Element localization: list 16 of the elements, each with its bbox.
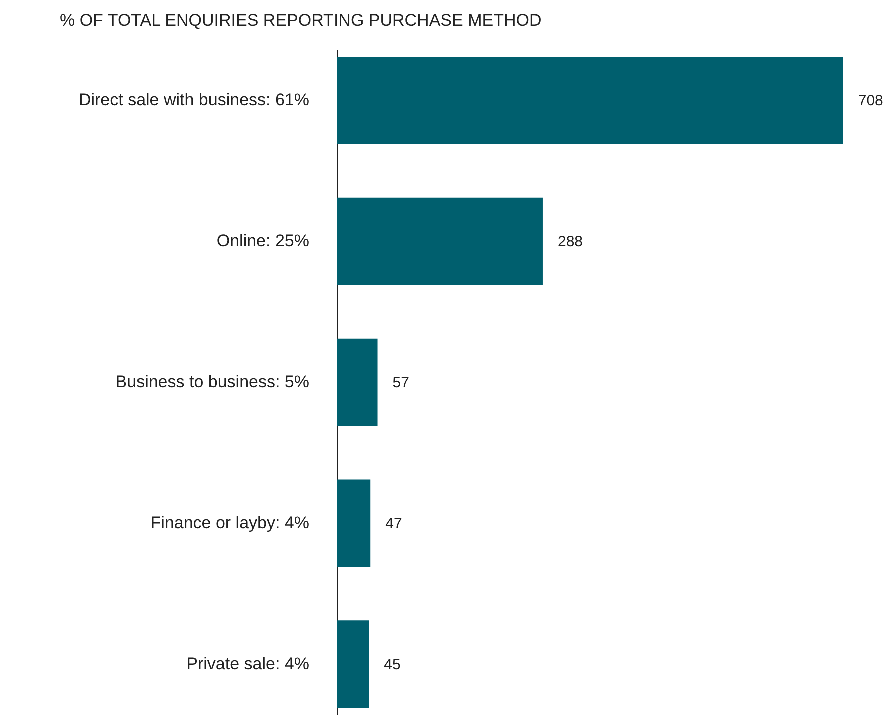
y-tick-label: Direct sale with business: 61%: [78, 90, 310, 110]
bar: [337, 338, 378, 426]
data-label: 708: [858, 92, 884, 110]
data-label: 47: [386, 515, 402, 532]
y-tick-label: Online: 25%: [216, 232, 310, 251]
chart-title: % OF TOTAL ENQUIRIES REPORTING PURCHASE METHOD: [60, 11, 542, 30]
bar: [337, 480, 371, 568]
bar: [337, 57, 844, 144]
y-tick-label: Business to business: 5%: [116, 372, 310, 392]
data-label: 45: [384, 656, 401, 674]
y-tick-label: Finance or layby: 4%: [150, 513, 310, 532]
data-label: 57: [392, 374, 410, 392]
bar: [337, 620, 370, 708]
data-label: 288: [558, 234, 584, 251]
y-tick-label: Private sale: 4%: [186, 654, 310, 674]
bar: [337, 198, 543, 286]
